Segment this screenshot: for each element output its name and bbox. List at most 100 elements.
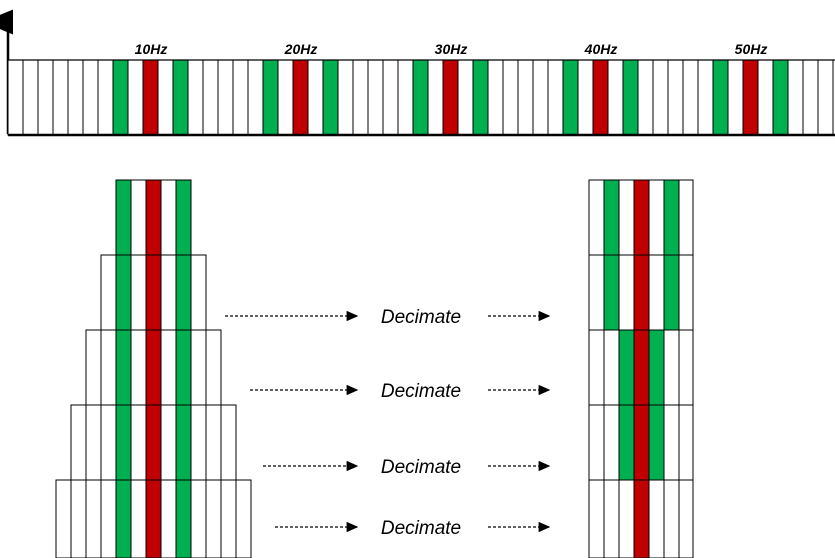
decimated-bin xyxy=(648,179,665,256)
decimated-bin xyxy=(603,254,620,331)
filter-bin xyxy=(85,479,102,558)
spectrum-bin xyxy=(337,59,354,136)
spectrum-bin xyxy=(37,59,54,136)
decimated-row xyxy=(588,179,694,256)
filter-bin xyxy=(115,404,132,481)
decimate-label: Decimate xyxy=(381,307,461,328)
filter-bin xyxy=(160,329,177,406)
filter-bin xyxy=(70,404,87,481)
decimated-bin xyxy=(633,329,650,406)
spectrum-bin xyxy=(322,59,339,136)
filter-bin xyxy=(175,179,192,256)
spectrum-bin xyxy=(667,59,684,136)
spectrum-bin xyxy=(577,59,594,136)
spectrum-bin xyxy=(607,59,624,136)
spectrum-bin xyxy=(562,59,579,136)
decimated-bin xyxy=(618,329,635,406)
decimated-bin xyxy=(603,404,620,481)
spectrum-bin xyxy=(412,59,429,136)
decimated-bin xyxy=(663,479,680,558)
spectrum-bin xyxy=(277,59,294,136)
spectrum-bin xyxy=(457,59,474,136)
decimated-bin xyxy=(648,479,665,558)
decimated-bin xyxy=(603,479,620,558)
filter-bin xyxy=(115,329,132,406)
decimated-bin xyxy=(588,254,605,331)
decimated-bin xyxy=(678,179,694,256)
spectrum-bin xyxy=(727,59,744,136)
decimated-bin xyxy=(633,254,650,331)
filter-bin xyxy=(205,479,222,558)
spectrum-bin xyxy=(427,59,444,136)
decimated-bin xyxy=(663,254,680,331)
decimated-bin xyxy=(663,179,680,256)
filter-bin xyxy=(175,404,192,481)
filter-bin xyxy=(205,404,222,481)
spectrum-bin xyxy=(367,59,384,136)
spectrum-bin xyxy=(697,59,714,136)
spectrum-bin xyxy=(802,59,819,136)
filter-bin xyxy=(130,179,147,256)
decimated-bin xyxy=(678,479,694,558)
spectrum-bin xyxy=(712,59,729,136)
filter-bank-row xyxy=(70,404,237,481)
filter-bin xyxy=(115,179,132,256)
filter-bin xyxy=(100,254,117,331)
decimated-row xyxy=(588,404,694,481)
spectrum-bin xyxy=(547,59,564,136)
spectrum-bin xyxy=(97,59,114,136)
decimated-bin xyxy=(678,254,694,331)
spectrum-bin xyxy=(442,59,459,136)
decimated-output xyxy=(588,179,694,558)
frequency-spectrum: 10Hz 20Hz 30Hz 40Hz 50Hz xyxy=(0,9,835,137)
filter-bin xyxy=(130,479,147,558)
filter-bank-row xyxy=(100,254,207,331)
filter-bin xyxy=(175,254,192,331)
spectrum-bin xyxy=(22,59,39,136)
spectrum-bin xyxy=(52,59,69,136)
filter-bin xyxy=(160,404,177,481)
filter-bin xyxy=(160,254,177,331)
decimate-label: Decimate xyxy=(381,381,461,402)
decimate-step: Decimate xyxy=(250,381,551,402)
decimated-bin xyxy=(588,479,605,558)
decimated-bin xyxy=(678,329,694,406)
spectrum-bin xyxy=(757,59,774,136)
spectrum-bin xyxy=(112,59,129,136)
frequency-label: 30Hz xyxy=(435,41,468,57)
filter-bin xyxy=(115,479,132,558)
frequency-labels: 10Hz 20Hz 30Hz 40Hz 50Hz xyxy=(135,41,768,57)
spectrum-bin xyxy=(67,59,84,136)
spectrum-bin xyxy=(187,59,204,136)
spectrum-bin xyxy=(262,59,279,136)
spectrum-bin xyxy=(742,59,759,136)
decimated-bin xyxy=(648,329,665,406)
decimated-row xyxy=(588,479,694,558)
spectrum-bin xyxy=(217,59,234,136)
decimate-label: Decimate xyxy=(381,457,461,478)
spectrum-bin xyxy=(637,59,654,136)
decimated-bin xyxy=(618,254,635,331)
spectrum-bin xyxy=(127,59,144,136)
spectrum-bin xyxy=(787,59,804,136)
decimated-bin xyxy=(648,404,665,481)
spectrum-bin xyxy=(142,59,159,136)
decimated-bin xyxy=(618,404,635,481)
spectrum-bin xyxy=(652,59,669,136)
spectrum-bin xyxy=(307,59,324,136)
decimated-bin xyxy=(633,179,650,256)
decimated-bin xyxy=(588,179,605,256)
filter-bin xyxy=(190,329,207,406)
filter-bin xyxy=(130,254,147,331)
filter-bin xyxy=(70,479,87,558)
filter-bin xyxy=(85,329,102,406)
filter-bank-pyramid xyxy=(55,179,252,558)
filter-bin xyxy=(100,404,117,481)
filter-bin xyxy=(235,479,252,558)
filter-bin xyxy=(145,404,162,481)
filter-bin xyxy=(115,254,132,331)
filter-bin xyxy=(145,179,162,256)
spectrum-bin xyxy=(817,59,834,136)
filter-bin xyxy=(220,404,237,481)
filter-bin xyxy=(175,329,192,406)
